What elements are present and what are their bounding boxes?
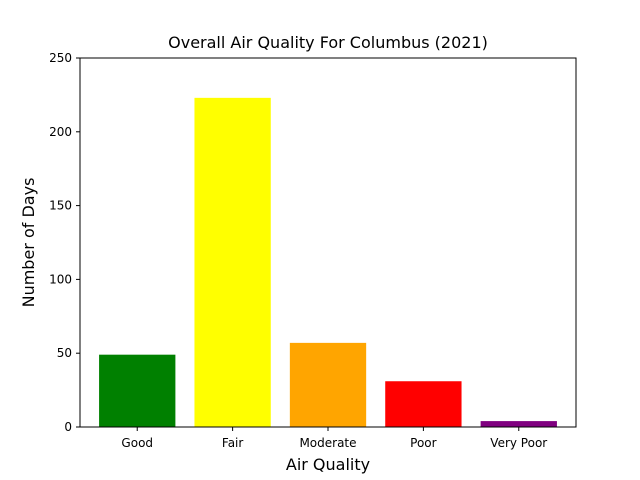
x-axis-label: Air Quality bbox=[286, 455, 370, 474]
y-tick-label: 200 bbox=[49, 125, 72, 139]
y-tick-label: 50 bbox=[57, 346, 72, 360]
chart-title: Overall Air Quality For Columbus (2021) bbox=[168, 33, 488, 52]
bars-group bbox=[99, 97, 557, 427]
x-tick-label: Moderate bbox=[299, 436, 356, 450]
bar-poor bbox=[385, 381, 462, 427]
x-tick-label: Good bbox=[121, 436, 153, 450]
x-tick-label: Very Poor bbox=[490, 436, 547, 450]
y-tick-label: 100 bbox=[49, 272, 72, 286]
x-tick-label: Fair bbox=[222, 436, 243, 450]
x-tick-label: Poor bbox=[410, 436, 436, 450]
bar-very-poor bbox=[480, 421, 557, 427]
plot-frame bbox=[79, 57, 577, 428]
y-tick-label: 150 bbox=[49, 199, 72, 213]
bar-good bbox=[99, 354, 176, 427]
bar-fair bbox=[194, 97, 271, 427]
y-axis-label: Number of Days bbox=[19, 178, 38, 308]
y-tick-label: 0 bbox=[64, 420, 72, 434]
y-axis-ticks: 0 50 100 150 200 250 bbox=[49, 51, 80, 434]
x-axis-ticks: Good Fair Moderate Poor Very Poor bbox=[121, 427, 547, 450]
y-tick-label: 250 bbox=[49, 51, 72, 65]
bar-moderate bbox=[289, 342, 367, 427]
